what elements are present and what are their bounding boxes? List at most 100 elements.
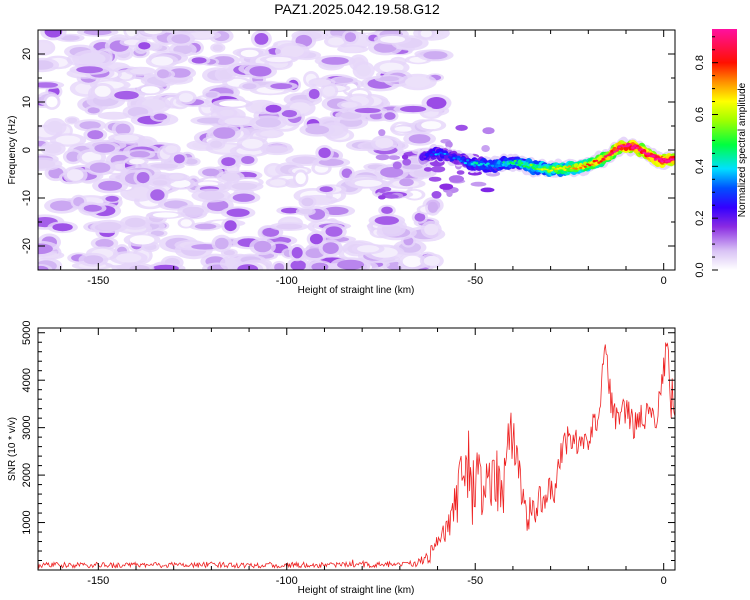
colorbar-tick-label: 0.8 <box>694 55 706 70</box>
spectrogram-ridge-core <box>436 153 440 156</box>
snr-frame <box>37 327 676 571</box>
spectrogram-noise-blob <box>281 110 297 118</box>
spectrogram-noise-blob <box>87 130 104 140</box>
snr-xlabel: Height of straight line (km) <box>298 585 415 596</box>
spectrogram-noise-blob <box>171 34 191 44</box>
spectrogram-noise-blob <box>341 168 353 178</box>
colorbar: 0.0 0.2 0.4 0.6 0.8 Normalized spectral ampl… <box>694 29 748 278</box>
spectrogram-noise-blob <box>309 233 323 245</box>
spectrogram-ridge-core <box>495 163 499 166</box>
spectrogram-noise-blob <box>95 238 114 248</box>
spectrogram-noise <box>38 30 501 270</box>
spectrogram-noise-blob <box>152 180 168 186</box>
spectrogram-noise-blob <box>291 247 303 259</box>
spectrogram-noise-blob <box>130 68 151 75</box>
spectrogram-noise-blob <box>265 145 289 154</box>
colorbar-gradient <box>712 29 737 270</box>
spectrogram-ridge-core <box>454 156 458 159</box>
spectrogram-noise-blob <box>357 245 380 253</box>
spectrogram-noise-blob <box>295 172 306 185</box>
spectrogram-noise-blob <box>265 104 282 113</box>
spectrogram-y-tick-label: 0 <box>21 147 33 153</box>
spectrogram-noise-blob <box>424 223 439 236</box>
spectrogram-noise-blob <box>194 223 217 230</box>
spectrogram-ridge-core <box>631 146 635 149</box>
spectrogram-ridge-core <box>642 151 646 154</box>
spectrogram-ridge-core <box>586 163 590 165</box>
spectrogram-noise-blob <box>414 212 426 222</box>
spectrogram-ridge-core <box>484 163 488 166</box>
spectrogram-noise-blob <box>388 155 401 161</box>
spectrogram-ridge-core <box>653 158 658 161</box>
spectrogram-noise-blob <box>47 120 63 133</box>
spectrogram-noise-blob <box>266 56 292 63</box>
spectrogram-noise-blob <box>60 35 80 41</box>
spectrogram-noise-blob <box>221 172 240 182</box>
spectrogram-noise-blob <box>173 154 185 164</box>
snr-y-tick-label: 3000 <box>21 415 33 439</box>
snr-y-tick-label: 5000 <box>21 321 33 345</box>
spectrogram-ridge-core <box>565 166 569 169</box>
spectrogram-noise-blob <box>381 206 393 214</box>
spectrogram-noise-blob <box>38 159 56 169</box>
spectrogram-noise-blob <box>260 130 280 137</box>
spectrogram-noise-blob <box>408 134 431 144</box>
spectrogram-noise-blob <box>52 223 73 232</box>
colorbar-tick-label: 0.4 <box>694 159 706 174</box>
spectrogram-noise-blob <box>129 151 151 158</box>
snr-background <box>38 328 675 570</box>
spectrogram-noise-blob <box>249 66 272 77</box>
spectrogram-noise-blob <box>312 79 332 86</box>
spectrogram-ridge-core <box>651 155 655 158</box>
spectrogram-noise-blob <box>150 230 165 236</box>
spectrogram-ridge-core <box>545 168 549 171</box>
spectrogram-noise-blob <box>423 167 433 172</box>
colorbar-tick-label: 0.0 <box>694 262 706 277</box>
spectrogram-noise-blob <box>38 60 54 70</box>
spectrogram-ridge-core <box>439 151 443 154</box>
snr-series-line <box>38 342 675 570</box>
spectrogram-noise-blob <box>470 181 487 187</box>
spectrogram-ridge-core <box>647 152 651 155</box>
spectrogram-x-tick-label: -100 <box>276 275 298 287</box>
spectrogram-noise-blob <box>226 208 250 217</box>
spectrogram-noise-blob <box>322 206 349 215</box>
spectrogram-ylabel: Frequency (Hz) <box>7 116 18 185</box>
spectrogram-noise-blob <box>212 44 223 51</box>
spectrogram-noise-blob <box>262 227 280 237</box>
spectrogram-ridge-core <box>610 152 615 155</box>
spectrogram-noise-blob <box>380 35 406 43</box>
spectrogram-noise-blob <box>165 145 178 154</box>
spectrogram-noise-blob <box>66 151 80 162</box>
spectrogram-ridge-core <box>563 168 567 171</box>
spectrogram-ridge-core <box>640 148 644 151</box>
snr-x-tick-label: -50 <box>467 575 483 587</box>
spectrogram-noise-blob <box>44 30 63 38</box>
snr-ticks: -150 -100 -50 0 1000 2000 3000 4000 5000 <box>21 321 675 587</box>
spectrogram-noise-blob <box>299 208 313 215</box>
spectrogram-ridge-core <box>615 149 619 152</box>
spectrogram-noise-blob <box>255 117 281 128</box>
spectrogram-noise-blob <box>400 105 427 113</box>
spectrogram-noise-blob <box>129 158 145 165</box>
spectrogram-noise-blob <box>138 42 151 50</box>
spectrogram-noise-blob <box>431 166 446 173</box>
spectrogram-xlabel: Height of straight line (km) <box>298 285 415 296</box>
spectrogram-noise-blob <box>232 193 255 202</box>
spectrogram-noise-blob <box>157 69 169 79</box>
spectrogram-noise-blob <box>89 162 111 173</box>
spectrogram-noise-blob <box>280 45 304 58</box>
spectrogram-x-tick-label: -150 <box>87 275 109 287</box>
spectrogram-noise-blob <box>335 77 354 83</box>
spectrogram-noise-blob <box>38 265 49 270</box>
spectrogram-noise-blob <box>276 223 303 230</box>
spectrogram-noise-blob <box>342 46 364 52</box>
spectrogram-noise-blob <box>220 109 234 117</box>
spectrogram-noise-blob <box>81 151 102 163</box>
spectrogram-noise-blob <box>356 64 372 77</box>
spectrogram-noise-blob <box>427 201 439 213</box>
spectrogram-ridge-core <box>522 165 526 168</box>
spectrogram-noise-blob <box>392 161 402 170</box>
spectrogram-ridge-core <box>518 164 522 167</box>
